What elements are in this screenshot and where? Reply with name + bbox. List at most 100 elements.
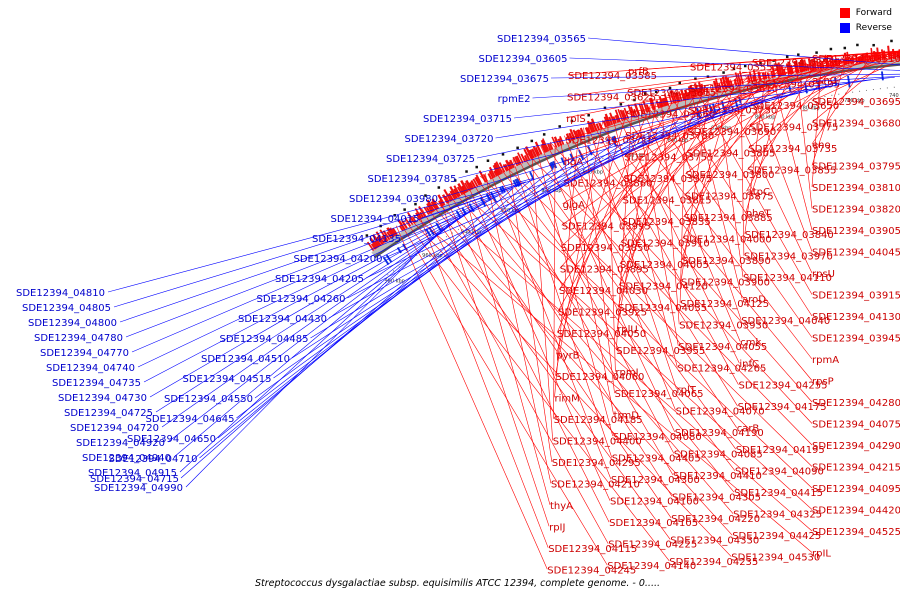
forward-leader-line: [564, 55, 853, 162]
forward-gene-label: ligA: [564, 157, 583, 168]
forward-gene-arrow: [540, 143, 547, 154]
forward-leader-line: [811, 50, 899, 123]
forward-gene-label: SDE12394_04215: [812, 463, 900, 474]
reverse-gene-arrow: [613, 135, 618, 144]
forward-gene-label: SDE12394_04415: [734, 488, 823, 499]
forward-gene-arrow: [655, 100, 661, 109]
forward-gene-arrow: [531, 148, 537, 158]
forward-gene-arrow: [523, 148, 531, 161]
reverse-gene-label: SDE12394_04135: [312, 234, 401, 245]
forward-gene-arrow: [369, 237, 379, 249]
forward-gene-arrow: [373, 240, 380, 248]
reverse-gene-label: SDE12394_04915: [88, 468, 177, 479]
forward-leader-line: [680, 84, 712, 282]
reverse-gene-label: SDE12394_03565: [497, 34, 586, 45]
forward-leader-line: [466, 183, 611, 501]
forward-gene-label: atpC: [747, 187, 770, 198]
forward-gene-label: SDE12394_03735: [748, 144, 837, 155]
forward-gene-label: SDE12394_03850: [561, 243, 650, 254]
forward-gene-arrow: [474, 176, 481, 186]
forward-gene-arrow: [512, 156, 519, 167]
position-marker: [668, 86, 672, 90]
forward-gene-arrow: [502, 164, 509, 172]
reverse-gene-label: SDE12394_04920: [76, 438, 165, 449]
position-marker: [843, 46, 847, 50]
forward-gene-label: SDE12394_03890: [682, 256, 771, 267]
forward-gene-label: SDE12394_04185: [554, 415, 643, 426]
forward-gene-arrow: [487, 173, 493, 180]
forward-gene-label: SDE12394_03855: [748, 166, 837, 177]
kbp-tick-label: 920 kbp: [501, 208, 521, 214]
forward-leader-line: [665, 97, 742, 321]
reverse-leader-line: [179, 221, 452, 473]
forward-gene-arrow: [729, 80, 734, 88]
forward-gene-arrow: [612, 116, 617, 124]
forward-gene-label: SDE12394_03650: [750, 101, 839, 112]
position-marker: [706, 75, 710, 78]
forward-leader-line: [435, 201, 813, 532]
forward-gene-label: SDE12394_03910: [621, 239, 710, 250]
forward-leader-line: [521, 154, 737, 450]
forward-leader-line: [770, 69, 813, 231]
forward-gene-label: SDE12394_04175: [738, 402, 827, 413]
forward-gene-label: SDE12394_03810: [812, 183, 900, 194]
forward-leader-line: [553, 139, 556, 419]
forward-gene-arrow: [488, 166, 496, 178]
forward-gene-label: SDE12394_04065: [615, 389, 704, 400]
legend-reverse-label: Reverse: [855, 23, 892, 33]
reverse-gene-arrow: [549, 162, 554, 170]
forward-gene-arrow: [714, 78, 720, 91]
position-marker: [829, 47, 833, 51]
forward-leader-line: [471, 180, 673, 497]
reverse-leader-line: [550, 73, 900, 79]
position-marker: [785, 55, 789, 59]
forward-gene-label: SDE12394_03820: [812, 205, 900, 216]
forward-gene-arrow: [752, 69, 758, 82]
forward-leader-line: [686, 54, 863, 153]
forward-gene-arrow: [457, 183, 466, 195]
reverse-leader-line: [155, 206, 479, 413]
forward-leader-line: [685, 57, 838, 175]
forward-leader-line: [531, 150, 553, 441]
forward-gene-label: SDE12394_04085: [674, 449, 763, 460]
forward-gene-label: SDE12394_03555: [690, 62, 779, 73]
reverse-leader-line: [217, 168, 554, 439]
forward-gene-label: SDE12394_04255: [739, 381, 828, 392]
reverse-leader-line: [131, 191, 506, 353]
forward-gene-label: carB: [737, 424, 760, 435]
forward-gene-label: SDE12394_03795: [812, 162, 900, 173]
forward-gene-label: SDE12394_04095: [812, 484, 900, 495]
forward-gene-label: glgA: [563, 200, 585, 211]
forward-gene-label: rpIJ: [549, 522, 565, 533]
forward-leader-line: [480, 175, 813, 489]
forward-gene-label: SDE12394_04295: [552, 458, 641, 469]
forward-leader-line: [612, 116, 678, 368]
forward-gene-label: pheT: [746, 209, 772, 220]
forward-gene-label: prfB: [628, 67, 649, 78]
forward-gene-arrow: [824, 54, 829, 68]
forward-leader-line: [616, 100, 657, 329]
forward-gene-label: SDE12394_04070: [676, 406, 765, 417]
forward-gene-arrow: [638, 103, 644, 115]
reverse-gene-label: SDE12394_03980: [349, 194, 438, 205]
forward-leader-line: [555, 119, 604, 376]
forward-gene-label: eno: [812, 140, 831, 151]
forward-leader-line: [564, 135, 676, 411]
forward-leader-line: [597, 121, 813, 381]
forward-gene-label: SDE12394_04075: [812, 420, 900, 431]
forward-leader-line: [457, 188, 813, 510]
forward-gene-label: SDE12394_04040: [741, 316, 830, 327]
forward-gene-label: SDE12394_04220: [671, 514, 760, 525]
forward-gene-label: SDE12394_04290: [812, 441, 900, 452]
forward-leader-line: [679, 91, 687, 303]
position-marker: [619, 103, 623, 106]
forward-gene-arrow: [739, 71, 744, 85]
forward-leader-line: [617, 92, 682, 308]
forward-gene-label: SDE12394_04110: [743, 273, 832, 284]
forward-gene-arrow: [419, 211, 425, 219]
forward-gene-arrow: [589, 121, 596, 133]
forward-gene-arrow: [472, 178, 479, 187]
forward-gene-arrow: [493, 170, 498, 177]
position-marker: [530, 139, 534, 143]
forward-gene-label: SDE12394_03840: [745, 230, 834, 241]
